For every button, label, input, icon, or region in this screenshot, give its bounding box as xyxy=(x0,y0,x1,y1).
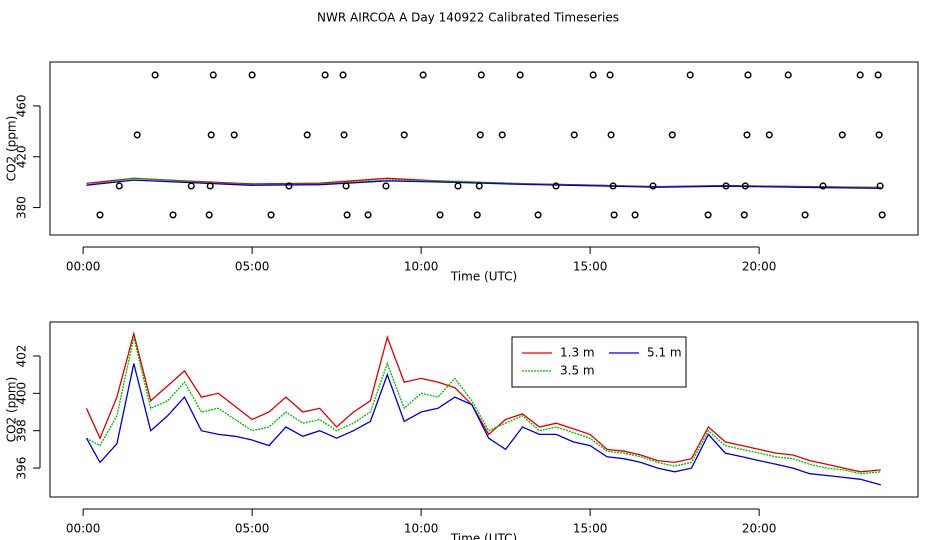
flag-point xyxy=(343,211,351,219)
flag-point xyxy=(819,182,827,190)
series-line xyxy=(86,337,881,475)
legend-box xyxy=(511,336,687,388)
flag-point xyxy=(267,211,275,219)
flag-point xyxy=(476,131,484,139)
series-line xyxy=(86,179,881,190)
flag-point xyxy=(230,131,238,139)
flag-point xyxy=(744,71,752,79)
flag-point xyxy=(96,211,104,219)
flag-point xyxy=(151,71,159,79)
flag-point xyxy=(609,182,617,190)
x-tick-label: 05:00 xyxy=(235,260,270,274)
flag-point xyxy=(589,71,597,79)
flag-point xyxy=(209,71,217,79)
flag-point xyxy=(498,131,506,139)
y-tick-label: 420 xyxy=(15,145,29,168)
x-axis-label: Time (UTC) xyxy=(450,532,517,540)
flag-point xyxy=(206,182,214,190)
flag-point xyxy=(477,71,485,79)
flag-point xyxy=(340,131,348,139)
flag-point xyxy=(187,182,195,190)
flag-point xyxy=(207,131,215,139)
x-tick-label: 05:00 xyxy=(235,522,270,536)
flag-point xyxy=(205,211,213,219)
flag-point xyxy=(856,71,864,79)
flag-point xyxy=(303,131,311,139)
x-axis-label: Time (UTC) xyxy=(450,270,517,284)
flag-point xyxy=(475,182,483,190)
x-tick-label: 10:00 xyxy=(404,522,439,536)
y-axis-label: CO2 (ppm) xyxy=(5,116,19,182)
flag-point xyxy=(364,211,372,219)
flag-point xyxy=(838,131,846,139)
y-tick-label: 396 xyxy=(15,457,29,480)
flag-point xyxy=(285,182,293,190)
flag-point xyxy=(248,71,256,79)
flag-point xyxy=(801,211,809,219)
legend-label: 3.5 m xyxy=(560,364,595,378)
flag-point xyxy=(382,182,390,190)
flag-point xyxy=(516,71,524,79)
x-tick-label: 20:00 xyxy=(742,260,777,274)
flag-point xyxy=(649,182,657,190)
legend-label: 5.1 m xyxy=(647,346,682,360)
flag-point xyxy=(784,71,792,79)
legend-label: 1.3 m xyxy=(560,346,595,360)
x-tick-label: 00:00 xyxy=(66,260,101,274)
flag-point xyxy=(606,71,614,79)
plot-frame xyxy=(49,321,919,498)
flag-point xyxy=(454,182,462,190)
y-tick-label: 380 xyxy=(15,196,29,219)
flag-point xyxy=(765,131,773,139)
flag-point xyxy=(668,131,676,139)
flag-point xyxy=(436,211,444,219)
flag-point xyxy=(133,131,141,139)
flag-point xyxy=(741,182,749,190)
y-axis-label: CO2 (ppm) xyxy=(5,377,19,443)
flag-point xyxy=(740,211,748,219)
y-tick-label: 460 xyxy=(15,94,29,117)
flag-point xyxy=(704,211,712,219)
y-tick-label: 400 xyxy=(15,382,29,405)
flag-point xyxy=(342,182,350,190)
flag-point xyxy=(473,211,481,219)
flag-point xyxy=(570,131,578,139)
y-tick-label: 402 xyxy=(15,345,29,368)
x-tick-label: 15:00 xyxy=(573,260,608,274)
x-tick-label: 10:00 xyxy=(404,260,439,274)
flag-point xyxy=(874,71,882,79)
flag-point xyxy=(876,182,884,190)
flag-point xyxy=(169,211,177,219)
flag-point xyxy=(321,71,329,79)
flag-point xyxy=(610,211,618,219)
y-tick-label: 398 xyxy=(15,419,29,442)
flag-point xyxy=(722,182,730,190)
flag-point xyxy=(607,131,615,139)
series-line xyxy=(85,363,881,486)
flag-point xyxy=(400,131,408,139)
flag-point xyxy=(419,71,427,79)
series-line xyxy=(85,331,881,473)
flag-point xyxy=(631,211,639,219)
x-tick-label: 15:00 xyxy=(573,522,608,536)
x-tick-label: 00:00 xyxy=(66,522,101,536)
plot-frame xyxy=(49,61,919,236)
flag-point xyxy=(878,211,886,219)
flag-point xyxy=(875,131,883,139)
chart-title: NWR AIRCOA A Day 140922 Calibrated Times… xyxy=(317,11,619,25)
flag-point xyxy=(339,71,347,79)
flag-point xyxy=(534,211,542,219)
flag-point xyxy=(743,131,751,139)
flag-point xyxy=(686,71,694,79)
flag-point xyxy=(552,182,560,190)
x-tick-label: 20:00 xyxy=(742,522,777,536)
flag-point xyxy=(115,182,123,190)
